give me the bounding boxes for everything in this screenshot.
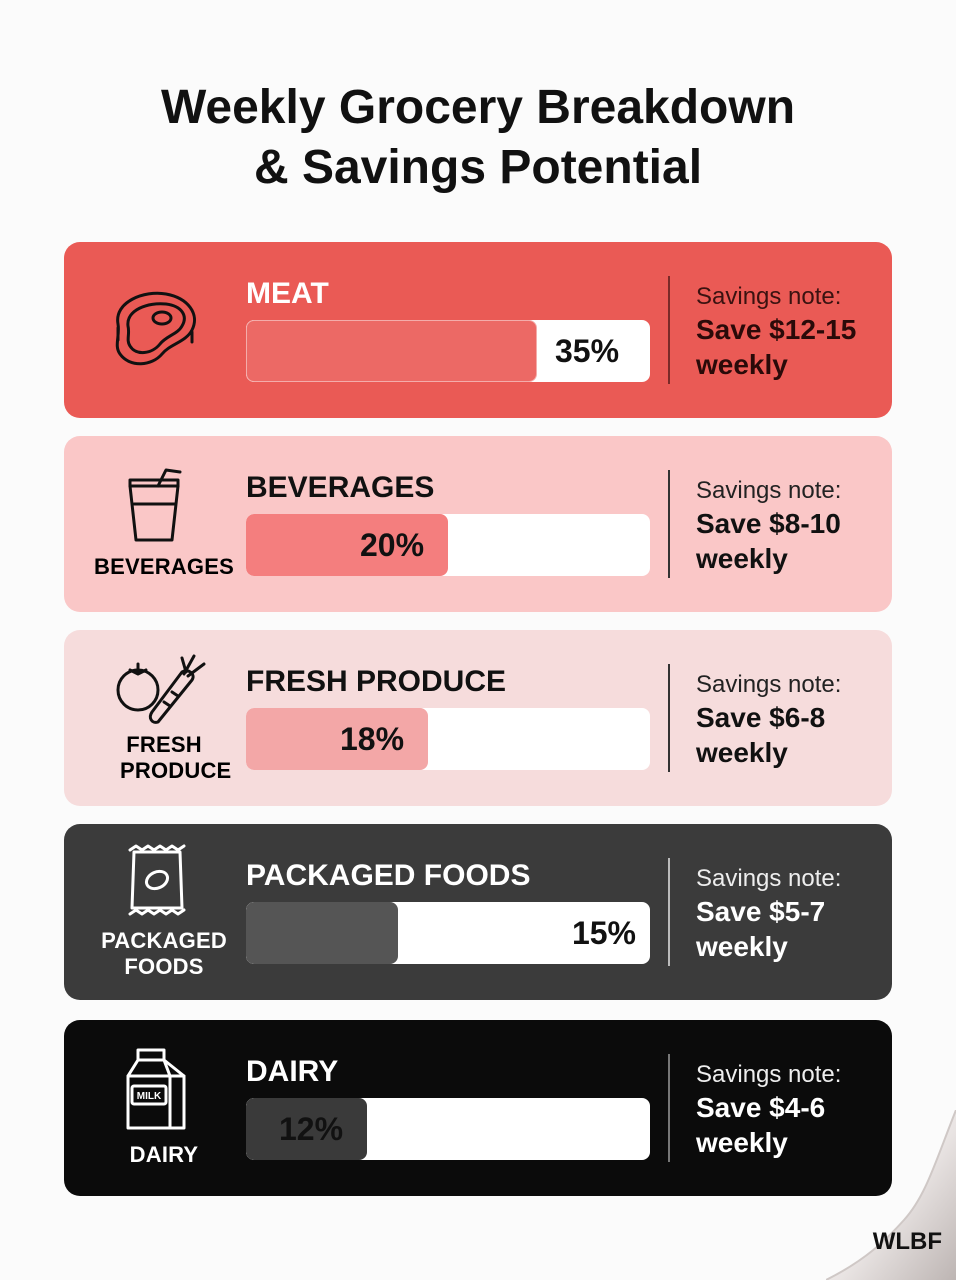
category-label: FRESH PRODUCE [246,665,507,698]
progress-bar-track: 18% [246,708,650,770]
percent-label: 15% [571,915,636,951]
savings-note-text: Save $6-8 weekly [696,702,826,768]
category-card-fresh-produce: FRESH PRODUCE FRESH PRODUCE 18% Savings … [64,630,892,806]
title-line-1: Weekly Grocery Breakdown [160,81,796,134]
category-card-meat: MEAT 35% Savings note: Save $12-15 weekl… [64,242,892,418]
page-title: Weekly Grocery Breakdown & Savings Poten… [0,78,956,198]
milk-text: MILK [137,1091,162,1102]
category-label: DAIRY [246,1055,339,1088]
savings-note-text: Save $12-15 weekly [696,314,857,380]
dairy-icon-area: MILK DAIRY [74,1020,234,1196]
savings-note-label: Savings note: [696,671,842,698]
savings-note-text: Save $8-10 weekly [696,508,841,574]
progress-bar-track: 12% [246,1098,650,1160]
milk-carton-icon: MILK [126,1048,186,1130]
progress-bar-fill [246,320,537,382]
category-label: PACKAGED FOODS [246,859,531,892]
savings-note-label: Savings note: [696,283,842,310]
divider [668,1054,670,1162]
steak-icon [115,291,196,366]
progress-bar-fill [246,708,428,770]
progress-bar-fill [246,902,398,964]
progress-bar-track: 15% [246,902,650,964]
meat-icon-area [74,242,234,418]
divider [668,858,670,966]
savings-note-label: Savings note: [696,1061,842,1088]
percent-label: 20% [360,527,425,563]
progress-bar-fill [246,1098,367,1160]
icon-caption: DAIRY [129,1142,199,1167]
title-line-2: & Savings Potential [253,141,703,194]
category-card-beverages: BEVERAGES BEVERAGES 20% Savings note: Sa… [64,436,892,612]
divider [668,470,670,578]
progress-bar-track: 35% [246,320,650,382]
drink-cup-icon [128,468,182,542]
divider [668,664,670,772]
category-label: BEVERAGES [246,471,435,504]
progress-bar-fill [246,514,448,576]
snack-bag-icon [128,844,186,916]
page-curl-decoration [826,1110,956,1280]
progress-bar-track: 20% [246,514,650,576]
icon-caption: FRESH PRODUCE [120,732,232,783]
savings-note-text: Save $4-6 weekly [696,1092,826,1158]
beverages-icon-area: BEVERAGES [74,436,234,612]
divider [668,276,670,384]
brand-logo: WLBF [872,1228,942,1255]
category-card-packaged-foods: PACKAGED FOODS PACKAGED FOODS 15% Saving… [64,824,892,1000]
produce-icon-area: FRESH PRODUCE [74,630,234,806]
packaged-icon-area: PACKAGED FOODS [74,824,234,1000]
tomato-carrot-icon [116,654,206,724]
savings-note-label: Savings note: [696,865,842,892]
percent-label: 18% [340,721,405,757]
savings-note-label: Savings note: [696,477,842,504]
icon-caption: PACKAGED FOODS [101,928,227,979]
category-card-dairy: MILK DAIRY DAIRY 12% Savings note: Save … [64,1020,892,1196]
percent-label: 12% [279,1111,344,1147]
savings-note-text: Save $5-7 weekly [696,896,826,962]
icon-caption: BEVERAGES [94,554,234,579]
category-label: MEAT [246,277,329,310]
percent-label: 35% [555,333,620,369]
